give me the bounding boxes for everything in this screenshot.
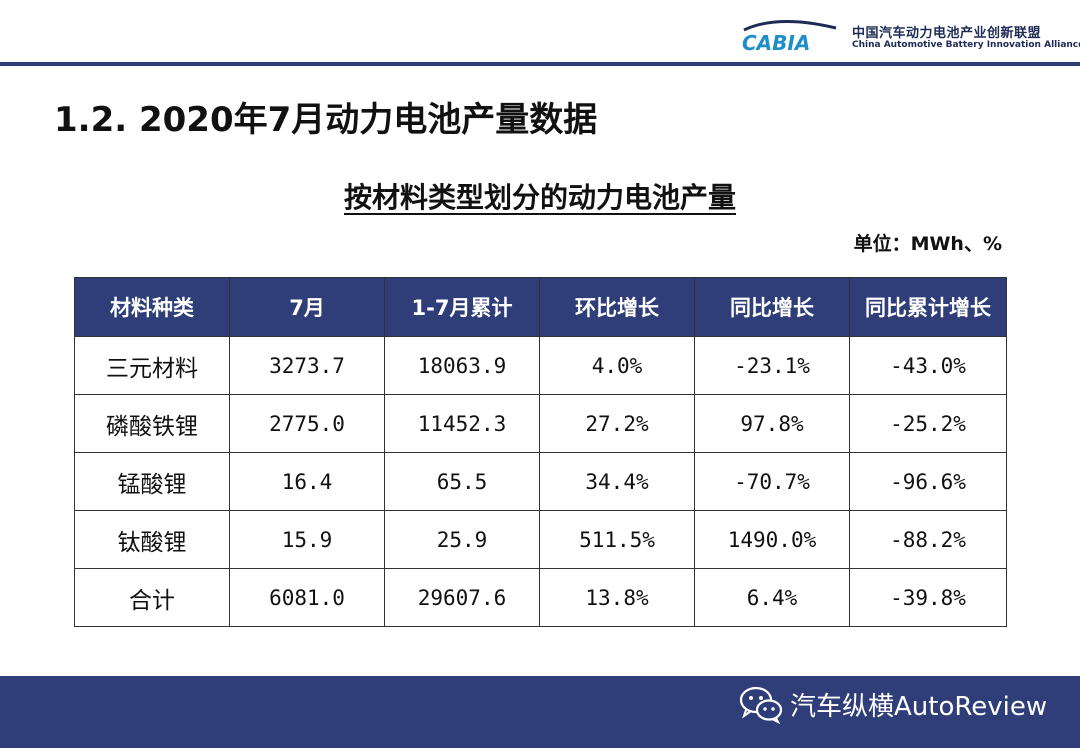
table-cell: 13.8% — [539, 568, 695, 627]
table-cell: 4.0% — [539, 336, 695, 395]
header-cell: 环比增长 — [539, 277, 695, 337]
table-row: 钛酸锂 15.9 25.9 511.5% 1490.0% -88.2% — [74, 510, 1007, 569]
table-row: 锰酸锂 16.4 65.5 34.4% -70.7% -96.6% — [74, 452, 1007, 511]
table-cell: 511.5% — [539, 510, 695, 569]
footer-bar — [0, 676, 1080, 748]
table-cell: 29607.6 — [384, 568, 540, 627]
table-cell: -70.7% — [694, 452, 850, 511]
page-title: 1.2. 2020年7月动力电池产量数据 — [54, 100, 598, 140]
table-cell: -43.0% — [849, 336, 1007, 395]
table-cell: 钛酸锂 — [74, 510, 230, 569]
cabia-logo: CABIA 中国汽车动力电池产业创新联盟 China Automotive Ba… — [738, 16, 1080, 56]
header-cell: 1-7月累计 — [384, 277, 540, 337]
table-cell: 锰酸锂 — [74, 452, 230, 511]
watermark-text: 汽车纵横AutoReview — [790, 692, 1048, 722]
table-cell: 97.8% — [694, 394, 850, 453]
org-name-cn: 中国汽车动力电池产业创新联盟 — [852, 26, 1042, 41]
table-cell: 3273.7 — [229, 336, 385, 395]
logo-mark-text: CABIA — [742, 31, 810, 55]
table-cell: -96.6% — [849, 452, 1007, 511]
table-cell: -25.2% — [849, 394, 1007, 453]
production-table: 材料种类 7月 1-7月累计 环比增长 同比增长 同比累计增长 三元材料 327… — [74, 277, 1007, 627]
table-cell: 18063.9 — [384, 336, 540, 395]
table-cell: -88.2% — [849, 510, 1007, 569]
table-cell: -23.1% — [694, 336, 850, 395]
table-title-text: 按材料类型划分的动力电池产量 — [343, 181, 736, 214]
cabia-logo-mark: CABIA — [742, 20, 837, 55]
top-divider — [0, 62, 1080, 66]
org-name-en: China Automotive Battery Innovation Alli… — [852, 40, 1080, 50]
unit-label: 单位：MWh、% — [853, 233, 1002, 255]
table-cell: 15.9 — [229, 510, 385, 569]
header-cell: 同比增长 — [694, 277, 850, 337]
table-cell: 25.9 — [384, 510, 540, 569]
table-cell: 11452.3 — [384, 394, 540, 453]
header-cell: 同比累计增长 — [849, 277, 1007, 337]
table-cell: 合计 — [74, 568, 230, 627]
table-cell: 1490.0% — [694, 510, 850, 569]
table-row: 三元材料 3273.7 18063.9 4.0% -23.1% -43.0% — [74, 336, 1007, 395]
wechat-icon — [739, 686, 783, 724]
table-cell: 6.4% — [694, 568, 850, 627]
table-cell: 三元材料 — [74, 336, 230, 395]
top-bar — [0, 0, 1080, 64]
header-cell: 7月 — [229, 277, 385, 337]
table-cell: 6081.0 — [229, 568, 385, 627]
table-cell: 磷酸铁锂 — [74, 394, 230, 453]
table-row: 磷酸铁锂 2775.0 11452.3 27.2% 97.8% -25.2% — [74, 394, 1007, 453]
header-cell: 材料种类 — [74, 277, 230, 337]
table-cell: 34.4% — [539, 452, 695, 511]
table-cell: 2775.0 — [229, 394, 385, 453]
table-title: 按材料类型划分的动力电池产量 — [0, 176, 1080, 216]
table-cell: 16.4 — [229, 452, 385, 511]
table-row-total: 合计 6081.0 29607.6 13.8% 6.4% -39.8% — [74, 568, 1007, 627]
table-cell: 65.5 — [384, 452, 540, 511]
table-header-row: 材料种类 7月 1-7月累计 环比增长 同比增长 同比累计增长 — [74, 277, 1007, 337]
table-cell: 27.2% — [539, 394, 695, 453]
table-cell: -39.8% — [849, 568, 1007, 627]
